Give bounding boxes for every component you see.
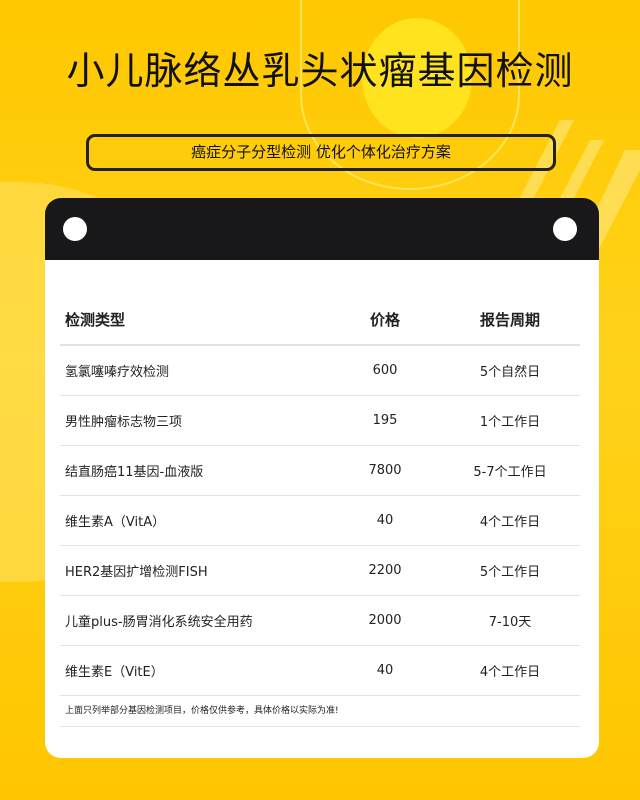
table-row: 结直肠癌11基因-血液版 7800 5-7个工作日 — [60, 445, 580, 496]
price-table: 检测类型 价格 报告周期 氢氯噻嗪疗效检测 600 5个自然日 男性肿瘤标志物三项 19… — [60, 295, 580, 696]
table-row: 氢氯噻嗪疗效检测 600 5个自然日 — [60, 345, 580, 396]
hole-icon — [553, 217, 577, 241]
table-row: 男性肿瘤标志物三项 195 1个工作日 — [60, 395, 580, 446]
table-row: 维生素A（VitA） 40 4个工作日 — [60, 495, 580, 546]
cell-price: 40 — [330, 645, 440, 696]
disclaimer-note: 上面只列举部分基因检测项目，价格仅供参考，具体价格以实际为准! — [60, 695, 580, 727]
header-period: 报告周期 — [440, 295, 580, 346]
table-row: 维生素E（VitE） 40 4个工作日 — [60, 645, 580, 696]
cell-period: 5个自然日 — [440, 345, 580, 396]
table-header-row: 检测类型 价格 报告周期 — [60, 295, 580, 346]
cell-type: 氢氯噻嗪疗效检测 — [60, 345, 330, 396]
cell-period: 7-10天 — [440, 595, 580, 646]
cell-price: 7800 — [330, 445, 440, 496]
cell-type: 儿童plus-肠胃消化系统安全用药 — [60, 595, 330, 646]
table-row: HER2基因扩增检测FISH 2200 5个工作日 — [60, 545, 580, 596]
cell-type: 维生素A（VitA） — [60, 495, 330, 546]
cell-type: 结直肠癌11基因-血液版 — [60, 445, 330, 496]
cell-period: 4个工作日 — [440, 645, 580, 696]
table-row: 儿童plus-肠胃消化系统安全用药 2000 7-10天 — [60, 595, 580, 646]
cell-price: 40 — [330, 495, 440, 546]
cell-price: 600 — [330, 345, 440, 396]
cell-period: 5-7个工作日 — [440, 445, 580, 496]
cell-price: 2000 — [330, 595, 440, 646]
card-header — [45, 198, 599, 260]
cell-period: 4个工作日 — [440, 495, 580, 546]
cell-price: 2200 — [330, 545, 440, 596]
cell-period: 1个工作日 — [440, 395, 580, 446]
header-type: 检测类型 — [60, 295, 330, 346]
subtitle-banner: 癌症分子分型检测 优化个体化治疗方案 — [86, 134, 556, 171]
hole-icon — [63, 217, 87, 241]
cell-type: 男性肿瘤标志物三项 — [60, 395, 330, 446]
cell-type: 维生素E（VitE） — [60, 645, 330, 696]
header-price: 价格 — [330, 295, 440, 346]
price-card: 检测类型 价格 报告周期 氢氯噻嗪疗效检测 600 5个自然日 男性肿瘤标志物三项 19… — [45, 198, 599, 758]
cell-price: 195 — [330, 395, 440, 446]
cell-period: 5个工作日 — [440, 545, 580, 596]
cell-type: HER2基因扩增检测FISH — [60, 545, 330, 596]
page-title: 小儿脉络丛乳头状瘤基因检测 — [66, 49, 574, 93]
